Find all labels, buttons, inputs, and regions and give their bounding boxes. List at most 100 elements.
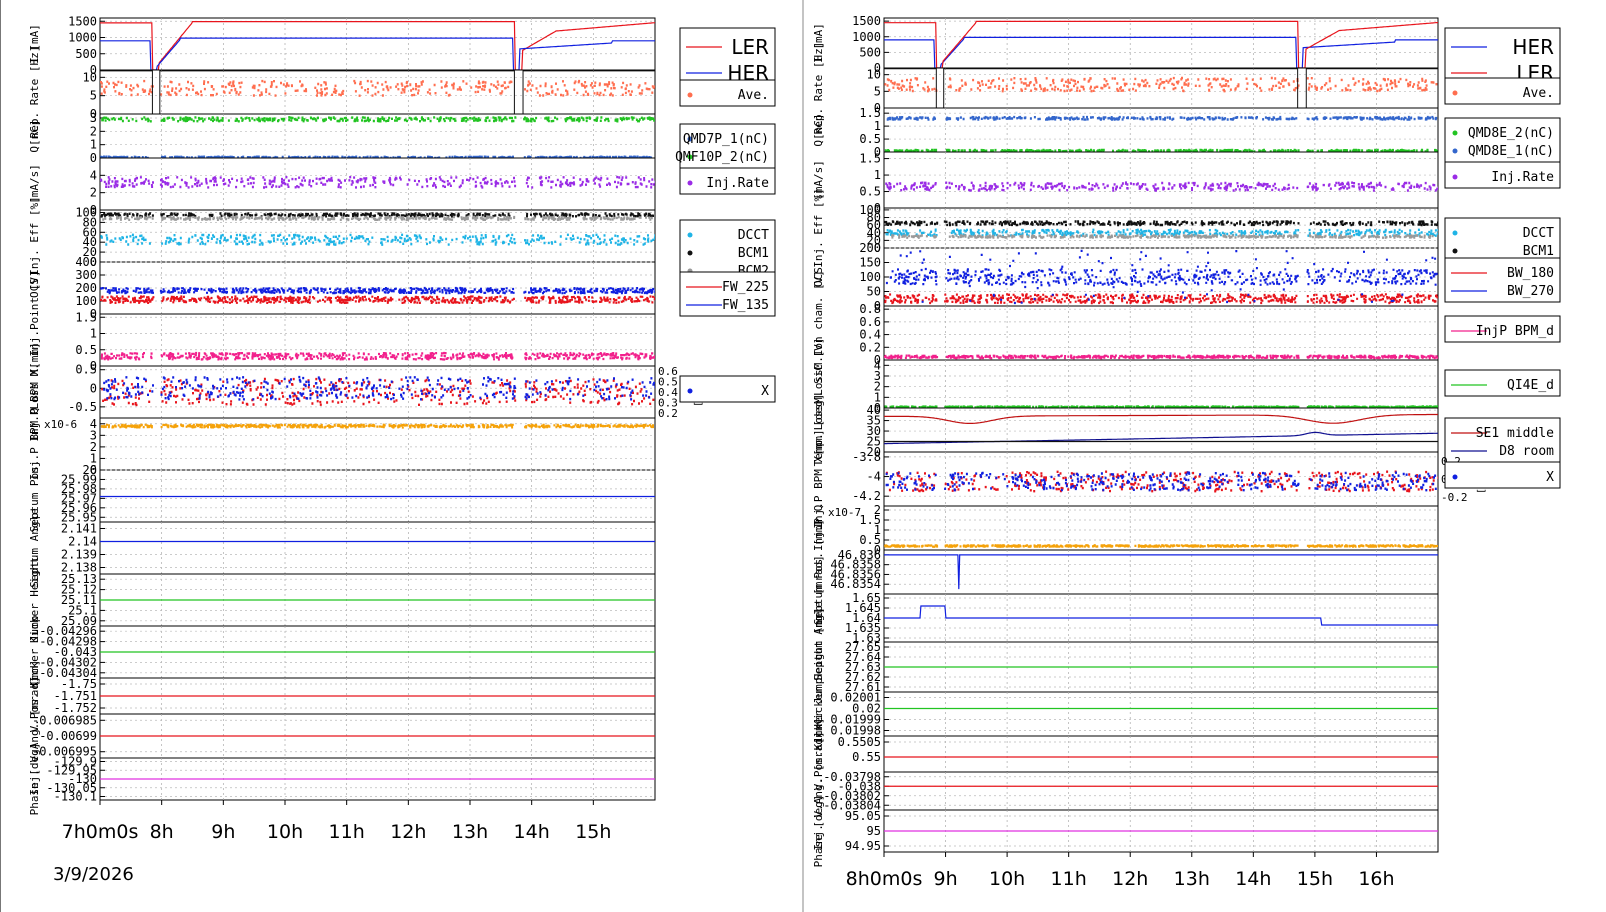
y-tick-label: 95.05 xyxy=(845,809,881,823)
y-axis-label: Phase [deg] xyxy=(812,795,825,868)
legend-swatch-dot xyxy=(1452,130,1458,136)
y-axis-label: Inj. V.Ang. [mrad] xyxy=(812,731,825,850)
series-points xyxy=(102,215,653,222)
y-tick-label: 1.5 xyxy=(859,106,881,120)
y-axis-label: Inj. Eff [%] xyxy=(28,196,41,275)
y-tick-label: 3 xyxy=(874,369,881,383)
y-tick-label: -0.038 xyxy=(838,779,881,793)
legend-label: D8 room xyxy=(1499,444,1554,459)
legend-l2: Ave. xyxy=(679,79,776,107)
legend-l8: X xyxy=(679,375,776,403)
y-tick-label: 1.635 xyxy=(845,621,881,635)
y-axis-label: I [mA] xyxy=(28,24,41,64)
series-points xyxy=(100,212,654,218)
series-points xyxy=(884,76,1438,93)
series-group xyxy=(100,175,655,189)
right-tick-label: -0.2 xyxy=(1441,491,1468,504)
legend-l3: QMD7P_1(nC) QMF10P_2(nC) xyxy=(675,123,776,169)
y-axis-label: Septum Angle xyxy=(28,508,41,587)
legend-l4: Inj.Rate xyxy=(679,167,776,195)
y-tick-label: 35 xyxy=(867,414,881,428)
series-points xyxy=(884,148,1438,152)
y-tick-label: 0 xyxy=(874,241,881,255)
y-tick-label: 25.1 xyxy=(68,603,97,617)
y-axis-label: Loss M. Inj.Point [V] xyxy=(28,270,41,409)
series-line xyxy=(884,36,1438,68)
legend-box xyxy=(1444,257,1561,303)
y-tick-label: 0 xyxy=(874,353,881,367)
panel-frame xyxy=(883,17,1439,69)
legend-swatch-dot xyxy=(687,180,693,186)
y-tick-label: 0 xyxy=(874,543,881,557)
y-tick-label: 500 xyxy=(859,45,881,59)
panel-frame xyxy=(883,359,1439,409)
x-tick-label: 13h xyxy=(452,821,488,843)
y-tick-label: 2.139 xyxy=(61,548,97,562)
series-points xyxy=(100,295,655,304)
legend-label: FW_135 xyxy=(722,298,769,313)
y-tick-label: 150 xyxy=(859,256,881,270)
y-tick-label: 5 xyxy=(874,84,881,98)
y-tick-label: 25.11 xyxy=(61,593,97,607)
legend-label: QMD8E_2(nC) xyxy=(1468,126,1554,141)
y-tick-label: 1 xyxy=(874,523,881,537)
y-tick-label: 1.5 xyxy=(75,310,97,324)
y-tick-label: 40 xyxy=(867,226,881,240)
y-tick-label: -0.04296 xyxy=(39,624,97,638)
y-tick-label: 10 xyxy=(83,70,97,84)
y-tick-label: 0 xyxy=(90,63,97,77)
y-axis-label: Inj.P Q xyxy=(812,505,825,551)
series-group xyxy=(884,220,1438,239)
y-tick-label: 40 xyxy=(83,235,97,249)
series-points xyxy=(885,471,1437,492)
y-tick-label: 1 xyxy=(90,138,97,152)
legend-r4: Inj.Rate xyxy=(1444,161,1561,189)
y-tick-label: -0.006995 xyxy=(32,745,97,759)
y-tick-label: -3.8 xyxy=(852,450,881,464)
y-tick-label: -130.05 xyxy=(46,781,97,795)
legend-box xyxy=(679,79,776,107)
legend-label: BCM1 xyxy=(738,246,769,261)
y-tick-label: 4 xyxy=(874,358,881,372)
x-tick-label: 16h xyxy=(1358,868,1394,890)
legend-swatch-dot xyxy=(687,92,693,98)
y-tick-label: 1 xyxy=(90,327,97,341)
x-tick-label: 9h xyxy=(211,821,235,843)
series-points xyxy=(100,351,655,361)
right-tick-label: 0 xyxy=(1441,473,1448,486)
series-points xyxy=(101,116,655,123)
y-tick-label: 0.5505 xyxy=(838,735,881,749)
y-axis-label: Inj.P BPM X[mm] xyxy=(812,429,825,528)
x-tick-label: 10h xyxy=(989,868,1025,890)
y-tick-label: 60 xyxy=(867,218,881,232)
y-tick-label: 40 xyxy=(867,403,881,417)
y-tick-label: -0.5 xyxy=(68,400,97,414)
y-axis-label: I [mA] xyxy=(812,23,825,63)
y-tick-label: 400 xyxy=(75,255,97,269)
legend-box xyxy=(679,271,776,317)
y-axis-label: Inj.P BPM X[mm] xyxy=(28,342,41,441)
y-tick-label: 94.95 xyxy=(845,839,881,853)
y-tick-label: 95 xyxy=(867,824,881,838)
y-axis-label: [mA/s] xyxy=(812,160,825,200)
y-tick-label: 25.12 xyxy=(61,583,97,597)
legend-label: FW_225 xyxy=(722,280,769,295)
x-tick-label: 7h0m0s xyxy=(62,821,139,843)
legend-l6: FW_225 FW_135 xyxy=(679,271,776,317)
legend-label: BW_180 xyxy=(1507,266,1554,281)
right-tick-label: 0.6 xyxy=(658,365,678,378)
panel-frame xyxy=(883,505,1439,551)
y-tick-label: 0.55 xyxy=(852,750,881,764)
legend-swatch-dot xyxy=(687,250,693,256)
legend-label: QMD7P_1(nC) xyxy=(683,132,769,147)
y-tick-label: 0.02 xyxy=(852,702,881,716)
legend-swatch-dot xyxy=(687,136,693,142)
legend-box xyxy=(1444,369,1561,397)
series-group xyxy=(884,413,1438,445)
panel-frame xyxy=(99,521,656,575)
x-tick-label: 9h xyxy=(933,868,957,890)
y-tick-label: -0.04304 xyxy=(39,666,97,680)
